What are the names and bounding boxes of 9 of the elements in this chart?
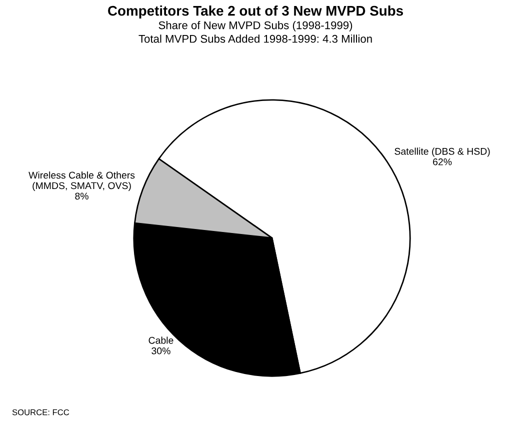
chart-subtitle: Share of New MVPD Subs (1998-1999) Total MVPD Subs Added 1998-1999: 4.3 Million <box>138 21 372 43</box>
data-label: 8% <box>75 192 88 200</box>
chart-title: Competitors Take 2 out of 3 New MVPD Subs <box>108 6 403 18</box>
slice-label: Satellite (DBS & HSD) <box>394 148 490 157</box>
slice-label: Cable <box>148 336 174 344</box>
slice-label: Wireless Cable & Others (MMDS, SMATV, OVS) <box>28 171 135 192</box>
data-label: 30% <box>152 347 170 354</box>
data-label: 62% <box>433 158 452 166</box>
source-note: SOURCE: FCC <box>12 409 70 416</box>
